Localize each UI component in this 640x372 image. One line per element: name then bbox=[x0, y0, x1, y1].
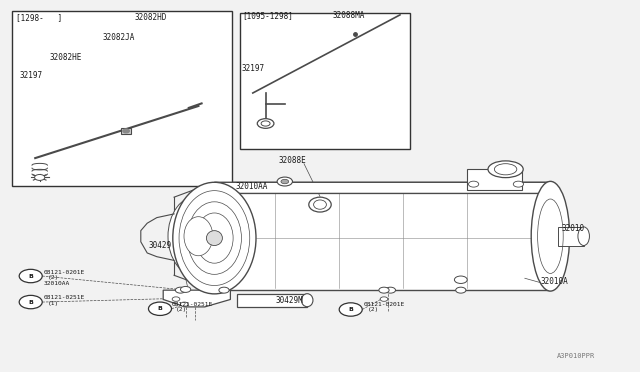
Text: 32088E: 32088E bbox=[278, 156, 306, 165]
Circle shape bbox=[468, 181, 479, 187]
Text: 32082HE: 32082HE bbox=[50, 52, 83, 61]
Text: 32197: 32197 bbox=[19, 71, 42, 80]
Bar bbox=[558, 227, 584, 246]
Text: 32010AA: 32010AA bbox=[236, 182, 268, 191]
Text: [1298-   ]: [1298- ] bbox=[16, 13, 62, 22]
Text: 32088MA: 32088MA bbox=[333, 11, 365, 20]
Ellipse shape bbox=[301, 294, 313, 307]
Text: (2): (2) bbox=[367, 307, 379, 312]
Text: 32010AA: 32010AA bbox=[44, 281, 70, 286]
Circle shape bbox=[180, 302, 188, 307]
Text: [1095-1298]: [1095-1298] bbox=[242, 11, 292, 20]
Text: 08121-0251E: 08121-0251E bbox=[172, 302, 212, 307]
Bar bbox=[12, 11, 232, 186]
Text: 08121-0251E: 08121-0251E bbox=[44, 295, 84, 300]
Text: (1): (1) bbox=[47, 301, 59, 306]
Ellipse shape bbox=[206, 231, 223, 246]
Ellipse shape bbox=[168, 195, 229, 277]
Circle shape bbox=[35, 174, 45, 180]
Text: 30429M: 30429M bbox=[275, 296, 303, 305]
Circle shape bbox=[277, 177, 292, 186]
Ellipse shape bbox=[531, 181, 570, 291]
Text: B: B bbox=[157, 306, 163, 311]
Circle shape bbox=[172, 297, 180, 301]
Text: A3P010PPR: A3P010PPR bbox=[557, 353, 595, 359]
Text: 08121-0201E: 08121-0201E bbox=[364, 302, 404, 307]
Circle shape bbox=[175, 287, 186, 293]
Text: (2): (2) bbox=[175, 307, 187, 312]
Bar bbox=[121, 128, 131, 134]
Text: 32010: 32010 bbox=[562, 224, 585, 233]
Text: 32082HD: 32082HD bbox=[134, 13, 167, 22]
Text: B: B bbox=[348, 307, 353, 312]
Circle shape bbox=[148, 302, 172, 315]
Polygon shape bbox=[163, 290, 230, 307]
Circle shape bbox=[257, 119, 274, 128]
Circle shape bbox=[379, 287, 389, 293]
Ellipse shape bbox=[184, 217, 212, 256]
Circle shape bbox=[19, 269, 42, 283]
Ellipse shape bbox=[488, 161, 524, 177]
Bar bbox=[467, 169, 522, 190]
Text: (2): (2) bbox=[47, 275, 59, 280]
Circle shape bbox=[19, 295, 42, 309]
Circle shape bbox=[281, 179, 289, 184]
Polygon shape bbox=[214, 182, 550, 290]
Ellipse shape bbox=[309, 197, 332, 212]
Circle shape bbox=[456, 287, 466, 293]
Text: 30429: 30429 bbox=[148, 241, 172, 250]
Bar bbox=[240, 13, 410, 149]
Text: 08121-0201E: 08121-0201E bbox=[44, 270, 84, 275]
Circle shape bbox=[180, 286, 191, 292]
Text: 32082JA: 32082JA bbox=[102, 33, 135, 42]
Circle shape bbox=[219, 287, 229, 293]
Ellipse shape bbox=[174, 204, 223, 269]
Circle shape bbox=[454, 276, 467, 283]
Text: 32010A: 32010A bbox=[541, 277, 568, 286]
Circle shape bbox=[380, 297, 388, 301]
Text: 32197: 32197 bbox=[242, 64, 265, 73]
Ellipse shape bbox=[578, 227, 589, 246]
Text: B: B bbox=[28, 273, 33, 279]
Circle shape bbox=[123, 129, 129, 133]
Circle shape bbox=[339, 303, 362, 316]
Circle shape bbox=[385, 287, 396, 293]
Text: B: B bbox=[28, 299, 33, 305]
Polygon shape bbox=[237, 294, 307, 307]
Polygon shape bbox=[214, 182, 560, 193]
Ellipse shape bbox=[173, 182, 256, 294]
Circle shape bbox=[513, 181, 524, 187]
